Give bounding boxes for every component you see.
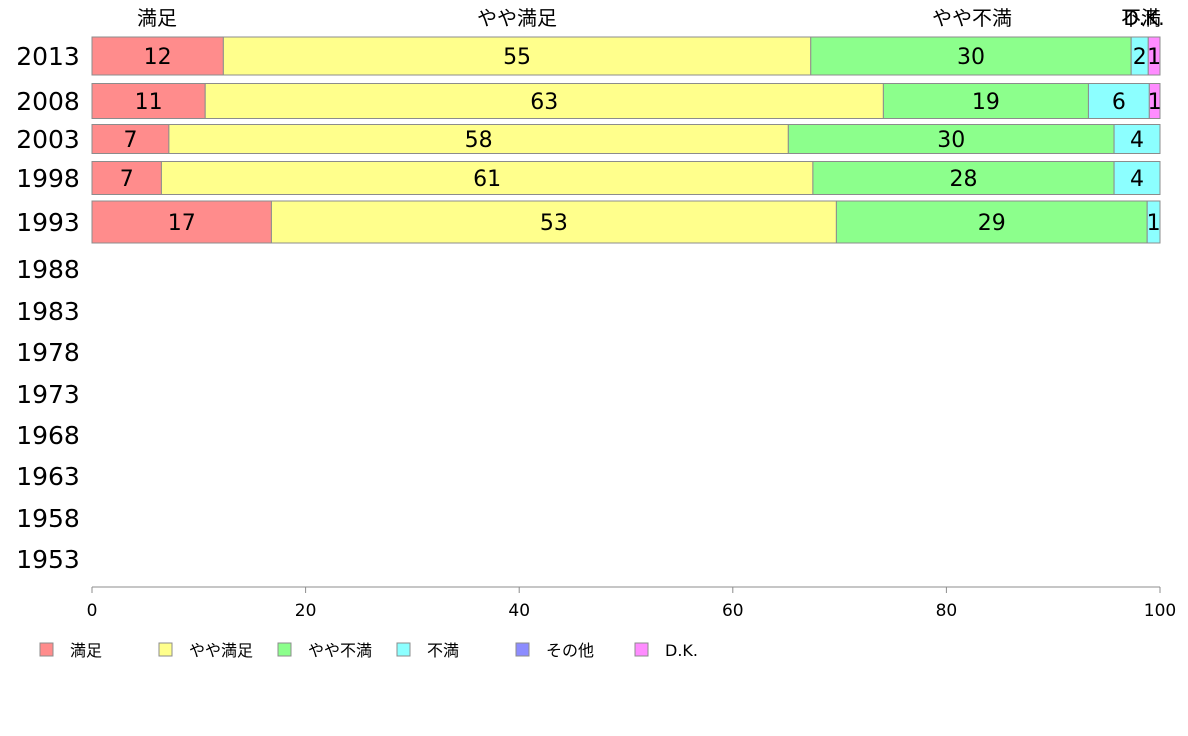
legend-label: やや満足 (189, 641, 253, 660)
bar-segment (91, 200, 272, 244)
bar-segment (810, 36, 1132, 76)
bar-segment (91, 83, 206, 119)
data-label: 61 (473, 167, 501, 192)
x-tick-label: 0 (87, 601, 98, 621)
bar-segment (168, 124, 789, 154)
bar-segment (1148, 83, 1161, 119)
bar-segment (204, 83, 884, 119)
bar-segment (1087, 83, 1150, 119)
data-label: 2 (1133, 45, 1147, 70)
x-tick-label: 40 (508, 601, 530, 621)
year-label: 2013 (16, 42, 80, 71)
legend-label: 満足 (70, 641, 102, 660)
data-label: 1 (1147, 45, 1161, 70)
top-series-label: 満足 (137, 6, 177, 30)
year-label: 1993 (16, 208, 80, 237)
data-label: 7 (120, 167, 134, 192)
year-label: 2008 (16, 87, 80, 116)
top-series-label: やや不満 (932, 6, 1012, 30)
legend-swatch (39, 642, 54, 657)
data-label: 12 (144, 45, 172, 70)
bar-segment (1146, 200, 1161, 244)
data-label: 53 (540, 211, 568, 236)
top-series-label: やや満足 (477, 6, 557, 30)
data-label: 11 (135, 90, 163, 115)
year-label: 1963 (16, 462, 80, 491)
year-label: 1973 (16, 380, 80, 409)
data-label: 30 (957, 45, 985, 70)
bar-segment (222, 36, 812, 76)
legend-label: D.K. (665, 641, 698, 660)
data-label: 28 (949, 167, 977, 192)
year-label: 1983 (16, 297, 80, 326)
legend-swatch (396, 642, 411, 657)
data-label: 55 (503, 45, 531, 70)
year-label: 1988 (16, 255, 80, 284)
x-tick-label: 20 (295, 601, 317, 621)
data-label: 4 (1130, 167, 1144, 192)
data-label: 7 (123, 128, 137, 153)
data-label: 4 (1130, 128, 1144, 153)
data-label: 29 (978, 211, 1006, 236)
legend-swatch (277, 642, 292, 657)
top-series-label: D.K. (1123, 6, 1164, 30)
data-label: 6 (1112, 90, 1126, 115)
year-label: 1968 (16, 421, 80, 450)
data-label: 1 (1147, 211, 1161, 236)
legend-label: その他 (546, 641, 594, 660)
bar-segment (1147, 36, 1161, 76)
x-tick-label: 80 (936, 601, 958, 621)
legend-swatch (158, 642, 173, 657)
legend-label: やや不満 (308, 641, 372, 660)
bar-segment (270, 200, 837, 244)
legend-label: 不満 (427, 641, 459, 660)
x-tick-label: 100 (1144, 601, 1176, 621)
legend-swatch (515, 642, 530, 657)
data-label: 58 (465, 128, 493, 153)
year-label: 1958 (16, 504, 80, 533)
bar-segment (91, 124, 170, 154)
bar-segment (787, 124, 1115, 154)
data-label: 63 (530, 90, 558, 115)
bar-segment (91, 36, 224, 76)
bar-segment (1113, 124, 1161, 154)
year-label: 1978 (16, 338, 80, 367)
year-label: 1998 (16, 164, 80, 193)
legend-swatch (634, 642, 649, 657)
bar-segment (812, 161, 1115, 195)
x-tick-label: 60 (722, 601, 744, 621)
bar-segment (882, 83, 1089, 119)
bar-segment (1113, 161, 1161, 195)
year-label: 2003 (16, 125, 80, 154)
bar-segment (160, 161, 814, 195)
data-label: 30 (937, 128, 965, 153)
year-label: 1953 (16, 545, 80, 574)
data-label: 1 (1148, 90, 1162, 115)
data-label: 19 (972, 90, 1000, 115)
data-label: 17 (168, 211, 196, 236)
top-series-label: 不満 (1121, 6, 1161, 30)
